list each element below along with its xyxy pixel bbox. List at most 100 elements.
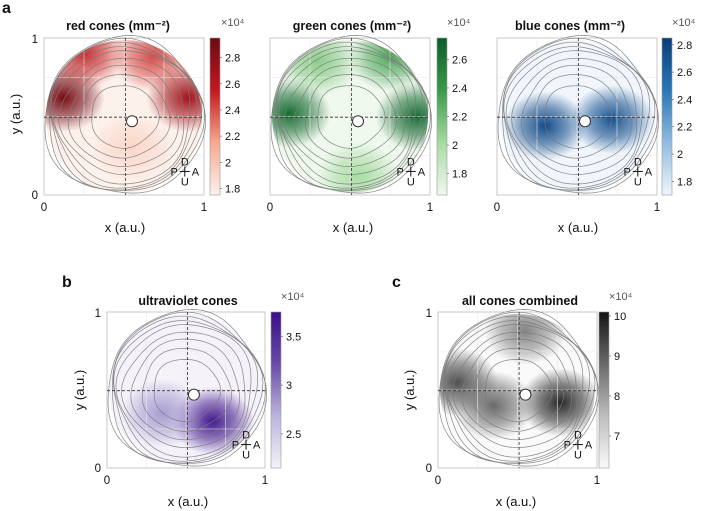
y-tick-label: 1: [95, 308, 101, 320]
compass-down-label: U: [634, 176, 642, 188]
panel-label-c: c: [392, 274, 401, 291]
colorbar-multiplier: ×10⁴: [672, 17, 696, 29]
x-tick-label: 0: [494, 202, 500, 214]
colorbar-tick-label: 10: [614, 311, 626, 323]
colorbar-tick-label: 2: [677, 149, 683, 161]
panel-4: DUP A 0 1 1 0 x (a.u.) y (a.u.) ultraviolet cone…: [72, 291, 305, 509]
contour-line: [67, 64, 179, 167]
contour-line: [49, 41, 203, 191]
colorbar-tick-label: 2: [225, 157, 231, 169]
colorbar-tick-label: 2.4: [452, 83, 467, 95]
contour-line: [438, 309, 600, 467]
contour-line: [317, 85, 386, 149]
y-axis-label: y (a.u.): [402, 370, 417, 410]
contour-line: [293, 64, 405, 167]
contour-line: [443, 311, 599, 464]
contour-line: [141, 348, 233, 432]
x-tick-label: 1: [201, 202, 207, 214]
contour-line: [121, 331, 246, 449]
panel-title: blue cones (mm⁻²): [515, 19, 625, 33]
panel-title: all cones combined: [462, 294, 578, 308]
x-tick-label: 0: [104, 475, 110, 487]
x-axis-label: x (a.u.): [558, 220, 598, 235]
x-tick-label: 0: [41, 202, 47, 214]
colorbar-tick-label: 1.8: [452, 169, 467, 181]
y-tick-label: 1: [426, 308, 432, 320]
colorbar: [436, 37, 448, 196]
density-peak: [452, 371, 535, 440]
contour-line: [91, 85, 160, 149]
contour-line: [270, 35, 433, 194]
contour-line: [130, 338, 240, 441]
contour-line: [443, 315, 596, 464]
compass-right-label: A: [192, 166, 200, 178]
colorbar-tick-label: 2.5: [286, 429, 301, 441]
panel-title: red cones (mm⁻²): [66, 19, 170, 33]
colorbar-tick-label: 2.8: [677, 40, 692, 52]
colorbar-tick-label: 2.2: [225, 131, 240, 143]
colorbar: [661, 37, 673, 196]
y-tick-label: 0: [32, 190, 38, 202]
x-tick-label: 1: [262, 475, 268, 487]
colorbar-tick-label: 2.2: [452, 112, 467, 124]
optic-disc: [352, 115, 364, 128]
compass-right-label: A: [645, 166, 653, 178]
contour-line: [461, 338, 572, 441]
contour-line: [446, 324, 584, 458]
optic-disc: [126, 115, 138, 128]
colorbar: [209, 37, 221, 196]
x-axis-label: x (a.u.): [333, 220, 373, 235]
x-axis-label: x (a.u.): [168, 494, 208, 509]
density-peak: [316, 141, 400, 193]
contour-line: [502, 41, 656, 191]
contour-line: [58, 57, 185, 175]
density-peak: [484, 314, 567, 366]
colorbar-tick-label: 8: [614, 391, 620, 403]
contour-line: [305, 74, 397, 159]
y-axis-label: y (a.u.): [72, 370, 87, 410]
colorbar-tick-label: 2.6: [225, 79, 240, 91]
compass-up-label: D: [242, 430, 250, 442]
contour-line: [79, 74, 171, 159]
contour-line: [49, 37, 206, 191]
compass-up-label: D: [574, 430, 582, 442]
panel-label-b: b: [62, 274, 72, 291]
contour-line: [497, 35, 660, 194]
compass-down-label: U: [181, 176, 189, 188]
colorbar: [598, 311, 610, 469]
contour-line: [452, 331, 578, 449]
colorbar-tick-label: 3.5: [286, 331, 301, 343]
contour-line: [505, 50, 644, 185]
compass-up-label: D: [407, 156, 415, 168]
contour-line: [107, 309, 268, 467]
colorbar-tick-label: 7: [614, 431, 620, 443]
contour-line: [278, 50, 417, 185]
contour-line: [50, 46, 197, 189]
panel-title: green cones (mm⁻²): [293, 19, 411, 33]
panel-3: DUP A 0 1 x (a.u.) blue cones (mm⁻²) 1.8 2 2.2 2.…: [494, 17, 696, 235]
density-peak: [519, 368, 595, 437]
colorbar-tick-label: 2.4: [225, 105, 240, 117]
contour-line: [153, 359, 222, 423]
contour-line: [502, 37, 659, 191]
y-tick-label: 0: [95, 463, 101, 475]
compass-up-label: D: [634, 156, 642, 168]
contour-line: [52, 50, 191, 185]
contour-line: [503, 46, 650, 189]
density-peak: [111, 40, 195, 92]
contour-line: [275, 41, 429, 191]
x-axis-label: x (a.u.): [496, 494, 536, 509]
contour-line: [444, 320, 591, 462]
compass-right-label: A: [585, 440, 593, 452]
colorbar-tick-label: 2.4: [677, 94, 692, 106]
density-peak: [121, 379, 204, 448]
contour-line: [112, 315, 264, 464]
x-axis-label: x (a.u.): [105, 220, 145, 235]
compass-up-label: D: [181, 156, 189, 168]
colorbar-tick-label: 2.6: [677, 67, 692, 79]
x-tick-label: 0: [435, 475, 441, 487]
colorbar-tick-label: 3: [286, 380, 292, 392]
colorbar-multiplier: ×10⁴: [609, 291, 633, 303]
